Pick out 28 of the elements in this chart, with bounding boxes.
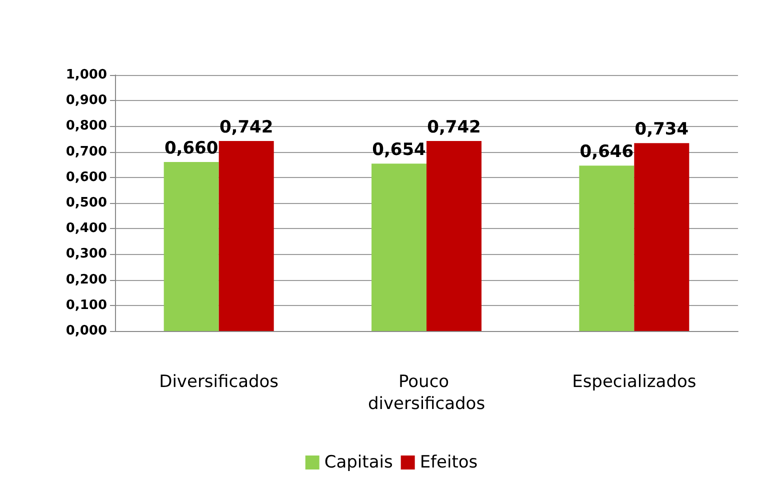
data-label: 0,742 [427, 118, 481, 138]
y-tick-label: 0,300 [66, 246, 107, 262]
data-label: 0,646 [580, 142, 634, 162]
y-tick-label: 0,900 [66, 93, 107, 108]
data-label: 0,660 [164, 138, 218, 159]
bar [634, 143, 690, 331]
y-tick-label: 0,500 [66, 196, 107, 210]
data-label: 0,734 [634, 120, 689, 140]
x-tick-label: Diversificados [159, 372, 279, 392]
y-tick-label: 0,200 [66, 272, 107, 288]
bar [218, 141, 274, 331]
x-tick-label: Pouco diversificados [368, 372, 486, 414]
y-tick-label: 0,700 [66, 144, 107, 160]
x-tick-label: Especializados [572, 372, 696, 392]
legend-label: Capitais [324, 452, 393, 472]
legend-label: Efeitos [420, 452, 478, 472]
bar [372, 164, 426, 331]
data-label: 0,742 [219, 118, 274, 138]
data-label: 0,654 [372, 140, 426, 160]
y-tick-label: 0,000 [66, 324, 107, 338]
bar [579, 166, 634, 331]
bar [426, 141, 482, 331]
y-tick-label: 0,600 [66, 170, 107, 185]
bar [164, 162, 219, 331]
y-tick-label: 1,000 [66, 68, 107, 82]
y-tick-label: 0,100 [66, 298, 107, 313]
y-tick-label: 0,400 [66, 221, 107, 236]
y-tick-label: 0,800 [66, 118, 107, 134]
